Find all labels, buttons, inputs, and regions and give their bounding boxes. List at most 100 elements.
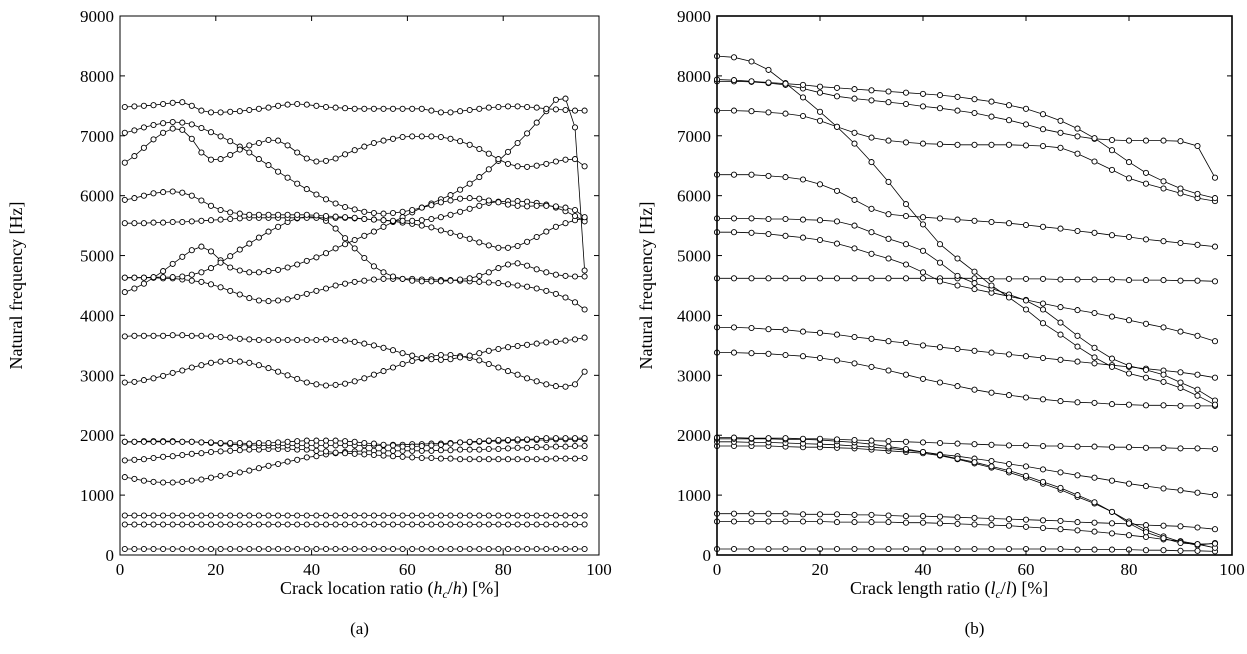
data-point [1160,137,1167,144]
data-point [524,444,531,451]
data-point [428,447,435,454]
data-point [476,202,483,209]
data-point [514,456,521,463]
data-point [131,274,138,281]
data-point [1005,102,1013,109]
data-point [179,438,186,445]
y-tick-label: 4000 [80,306,114,325]
data-point [1091,135,1098,142]
data-point [188,271,195,278]
data-point [476,357,483,364]
data-point [514,436,521,443]
data-point [782,232,789,239]
data-point [552,106,559,113]
data-point [782,110,789,117]
series-7 [713,434,1219,453]
data-point [1022,297,1030,304]
data-point [730,545,738,553]
panel-label: (a) [350,619,369,638]
data-point [816,181,824,188]
data-point [1160,547,1167,554]
data-point [476,278,483,285]
data-point [370,276,377,283]
data-point [169,125,176,132]
data-point [140,332,147,339]
data-point [1211,195,1219,202]
data-point [275,336,282,344]
series-line [717,548,1216,552]
data-point [294,180,301,187]
data-point [816,236,824,244]
data-point [246,512,253,519]
data-point [868,275,875,282]
data-point [495,265,502,272]
data-point [954,440,961,447]
data-point [1160,378,1167,385]
data-point [552,223,559,230]
data-point [868,159,875,166]
data-point [389,273,397,280]
data-point [748,510,755,517]
data-point [246,336,253,343]
data-point [765,172,772,179]
data-point [954,93,961,100]
data-point [188,450,195,457]
data-point [1211,374,1219,381]
data-point [782,545,789,553]
data-point [782,275,789,282]
data-point [457,446,464,453]
data-point [1039,545,1047,553]
data-point [495,545,502,553]
data-point [131,512,138,519]
series-line [716,79,1216,199]
data-point [1057,442,1064,450]
data-point [988,141,995,148]
data-point [485,150,492,157]
data-point [1211,278,1219,285]
data-point [533,456,540,463]
data-point [121,103,128,111]
data-point [816,511,824,518]
plot-frame [119,15,600,556]
data-point [851,436,858,444]
data-point [198,269,205,276]
data-point [303,437,310,444]
data-point [169,512,176,519]
data-point [799,328,807,335]
data-point [988,282,995,289]
data-point [457,521,464,528]
data-point [1194,489,1201,496]
data-point [1022,394,1030,401]
data-point [409,133,416,140]
chart-panel-b: 0 20 40 60 80 1000100020003000400050006000700… [636,7,1245,638]
data-point [476,145,483,153]
data-point [1005,117,1013,124]
data-point [140,124,147,131]
data-point [207,521,215,528]
series-line [716,55,1216,406]
data-point [380,210,387,217]
data-point [370,440,377,447]
data-point [303,379,310,386]
data-point [265,462,272,469]
data-point [131,195,138,202]
data-point [954,216,961,223]
data-point [748,108,755,115]
data-point [275,266,282,273]
data-point [361,512,368,519]
data-point [131,127,138,134]
data-point [495,156,502,163]
data-point [504,160,512,167]
data-point [169,99,176,106]
data-point [1039,396,1047,403]
data-point [504,201,512,208]
data-point [833,511,841,518]
data-point [851,360,858,367]
data-point [833,187,841,194]
data-point [1022,442,1030,449]
data-point [1194,277,1201,284]
data-point [543,160,550,167]
data-point [284,211,291,218]
data-point [730,77,738,84]
series-8 [713,349,1219,409]
